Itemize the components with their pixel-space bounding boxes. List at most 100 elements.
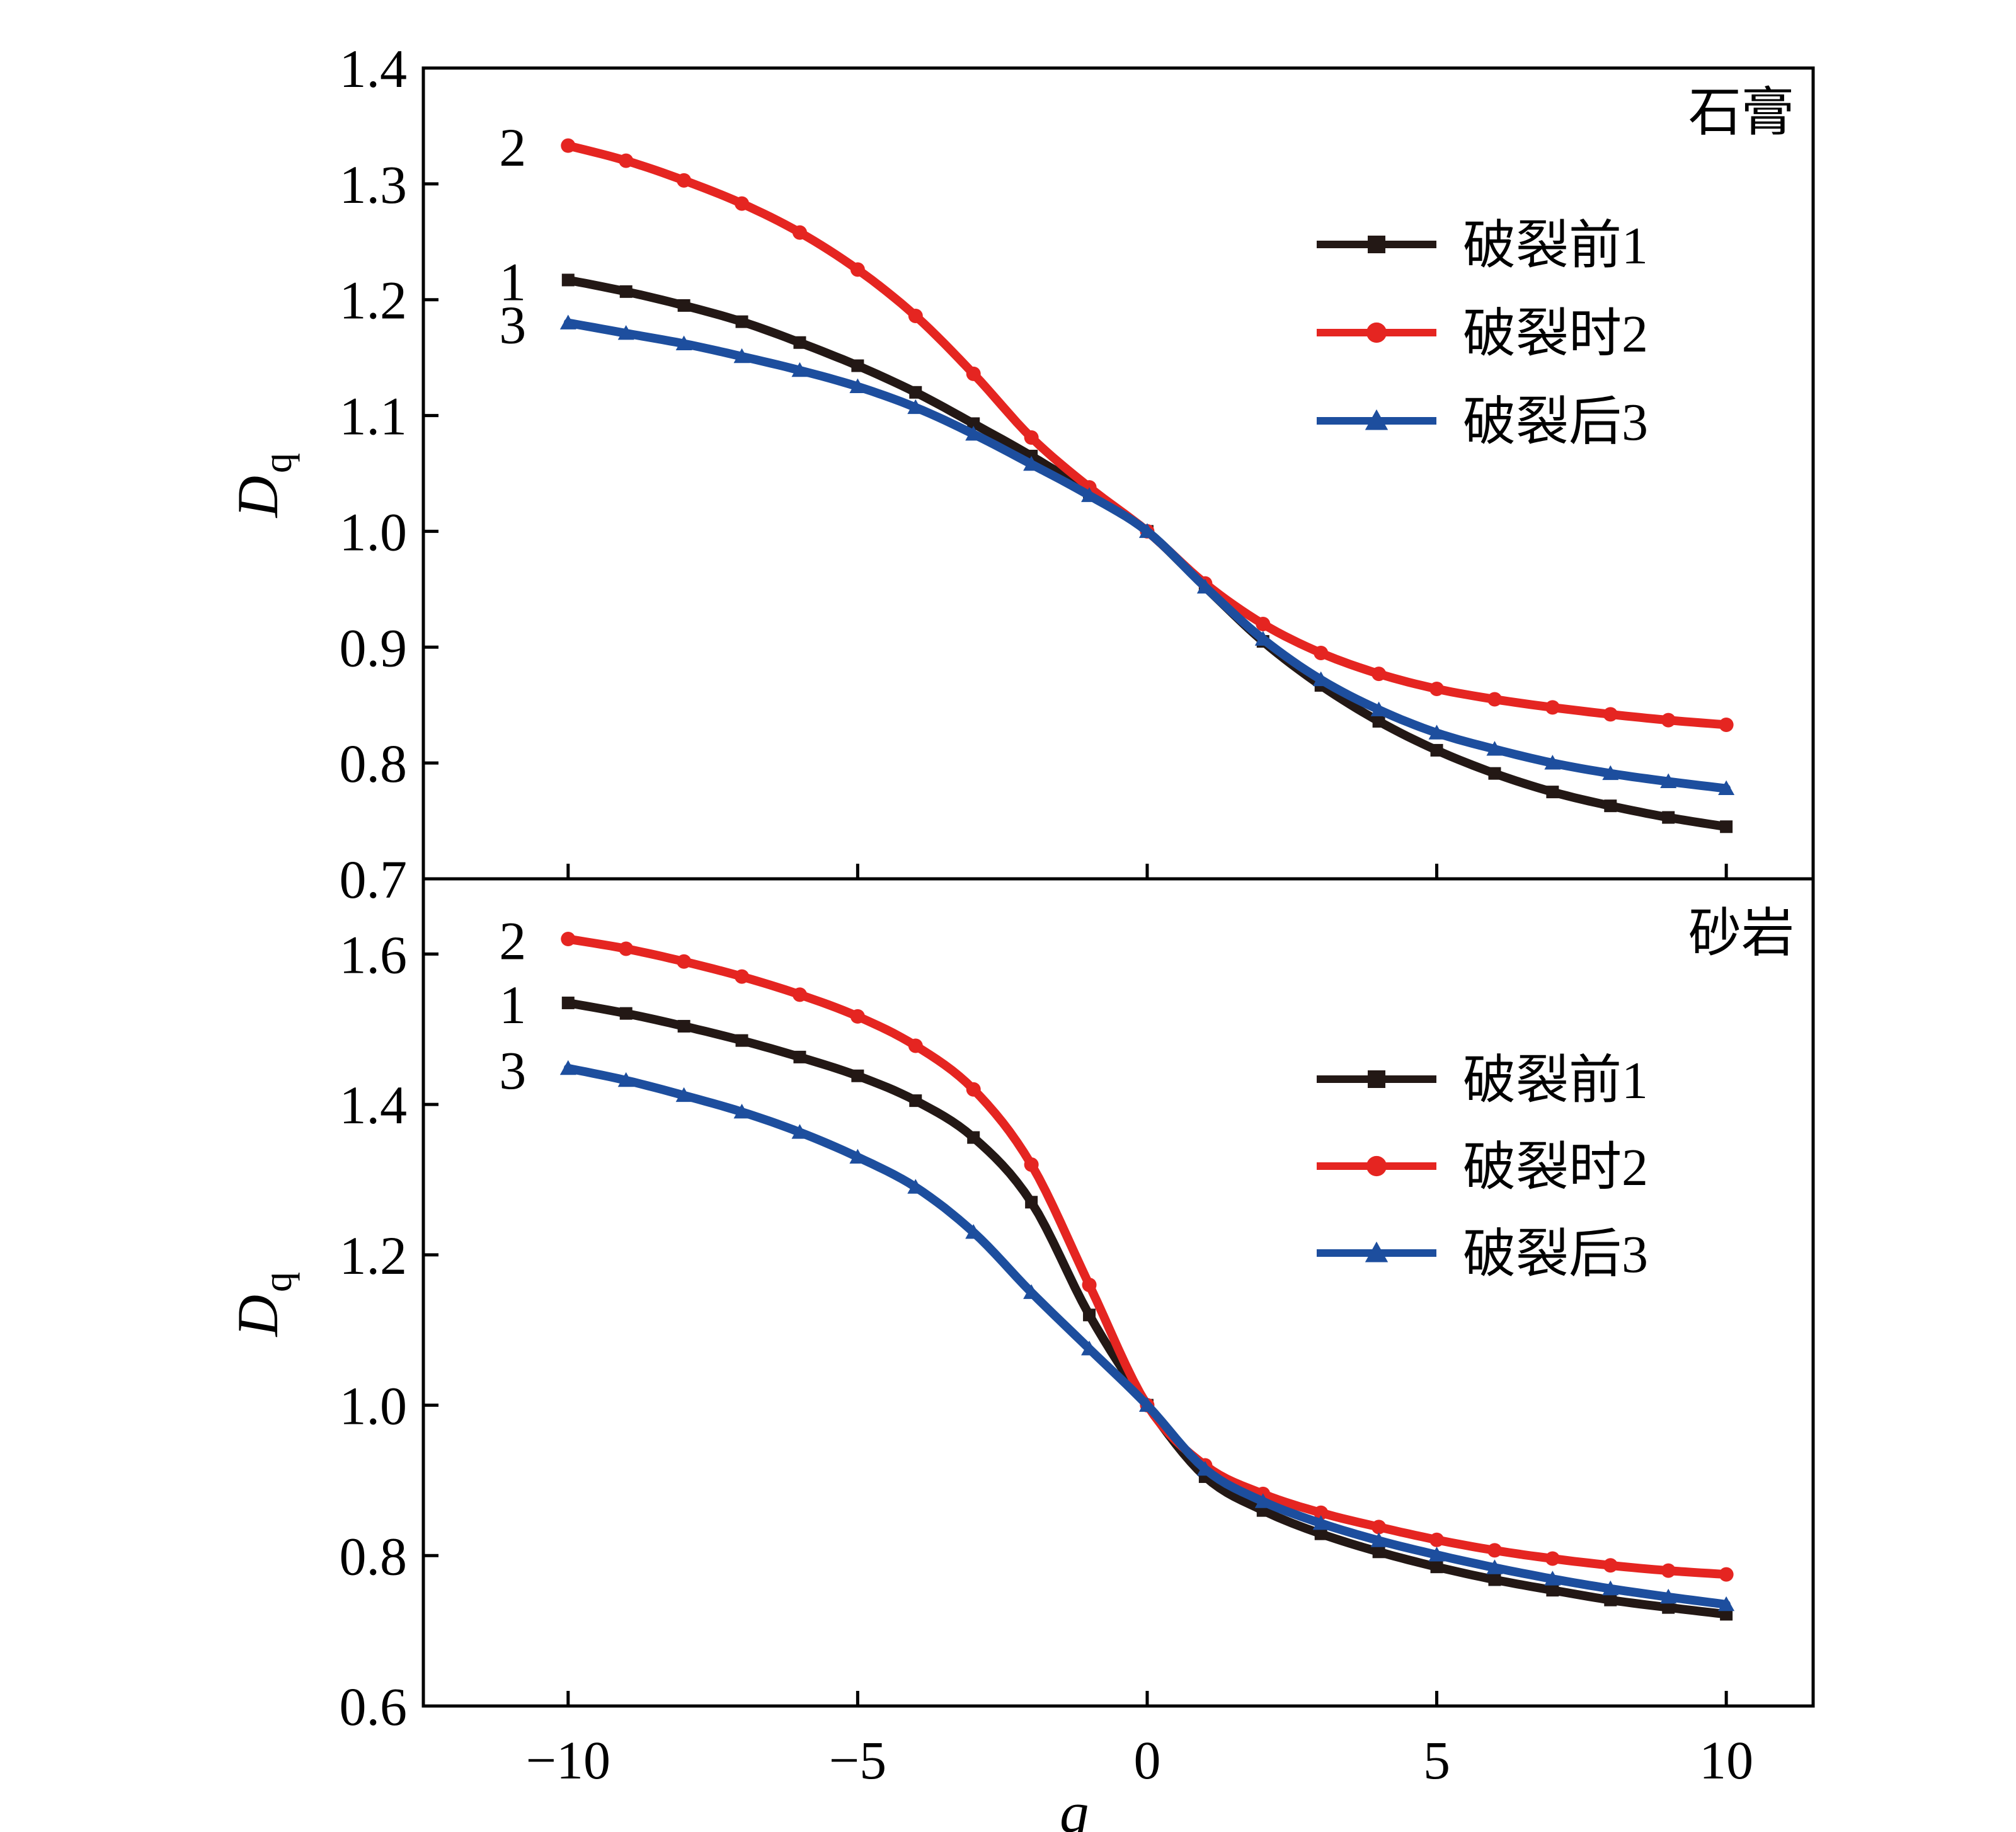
data-point — [851, 359, 864, 372]
data-point — [617, 325, 634, 340]
y-tick-label: 1.2 — [340, 270, 408, 331]
data-point — [965, 1224, 982, 1239]
data-point — [1720, 1608, 1733, 1621]
data-point — [1314, 645, 1329, 660]
curve-label: 2 — [499, 117, 526, 178]
data-point — [792, 225, 807, 240]
y-axis-title-sub: q — [255, 453, 300, 473]
data-point — [1314, 1505, 1329, 1520]
data-point — [792, 987, 807, 1002]
data-point — [1429, 681, 1445, 696]
plot-frame — [421, 877, 1815, 1708]
series-3: 3 破裂后3 — [499, 1040, 1735, 1612]
data-point — [967, 417, 980, 430]
x-tick-label: −5 — [829, 1730, 887, 1790]
y-axis-title: Dq — [226, 1272, 300, 1337]
series-3: 3 破裂后3 — [499, 294, 1735, 795]
data-point — [735, 315, 748, 328]
data-point — [1430, 743, 1443, 757]
y-tick-label: 1.2 — [340, 1225, 408, 1286]
data-point — [1486, 741, 1503, 756]
data-point — [1719, 1567, 1734, 1582]
data-point — [909, 386, 922, 399]
curve-label: 3 — [499, 1040, 526, 1101]
data-point — [561, 138, 576, 153]
data-point — [559, 314, 576, 329]
data-point — [1081, 1341, 1098, 1356]
data-point — [1544, 755, 1561, 770]
data-point — [677, 173, 692, 188]
data-point — [1662, 811, 1675, 824]
legend-label: 破裂时2 — [1463, 305, 1648, 364]
data-point — [1603, 1558, 1618, 1573]
data-point — [677, 1019, 690, 1033]
panel-label: 石膏 — [1688, 84, 1794, 142]
data-point — [909, 1094, 922, 1108]
data-point — [1604, 799, 1617, 813]
data-point — [1545, 700, 1560, 715]
data-point — [966, 366, 981, 381]
y-axis-title-sub: q — [255, 1272, 300, 1292]
data-point — [733, 348, 750, 364]
x-axis-title: q — [1060, 1780, 1089, 1832]
data-point — [1372, 714, 1385, 728]
data-point — [1023, 455, 1040, 471]
data-point — [1661, 1563, 1676, 1578]
data-point — [675, 335, 692, 350]
data-point — [561, 996, 575, 1009]
data-point — [1487, 1543, 1502, 1558]
y-axis-title-main: D — [226, 476, 290, 518]
data-point — [561, 273, 575, 287]
data-point — [735, 1034, 748, 1047]
data-point — [1254, 631, 1271, 646]
y-tick-label: 0.8 — [340, 1526, 408, 1586]
data-point — [849, 1148, 866, 1164]
data-point — [850, 1009, 865, 1024]
data-point — [966, 1082, 981, 1097]
legend-marker — [1366, 1155, 1387, 1177]
x-tick-label: −10 — [526, 1730, 611, 1790]
data-point — [619, 153, 634, 168]
legend-marker — [1366, 322, 1387, 343]
curve-label: 3 — [499, 294, 526, 355]
data-point — [849, 378, 866, 394]
y-tick-label: 1.4 — [340, 1075, 408, 1135]
data-point — [908, 308, 923, 323]
data-point — [1602, 1580, 1619, 1596]
data-point — [619, 941, 634, 956]
data-point — [619, 285, 633, 298]
data-point — [1430, 1560, 1443, 1574]
data-point — [1720, 820, 1733, 833]
data-point — [967, 1131, 980, 1144]
data-point — [1138, 523, 1155, 538]
data-point — [1314, 1527, 1327, 1540]
data-point — [1023, 1284, 1040, 1299]
data-point — [1024, 430, 1039, 445]
legend-label: 破裂后3 — [1463, 1225, 1648, 1284]
data-point — [1082, 1278, 1097, 1293]
data-point — [850, 262, 865, 277]
data-point — [851, 1069, 864, 1082]
plot-frame — [421, 66, 1815, 881]
curve-label: 1 — [499, 975, 526, 1035]
data-point — [965, 425, 982, 441]
data-point — [735, 196, 750, 211]
y-tick-label: 1.1 — [340, 386, 408, 447]
data-point — [1603, 707, 1618, 722]
data-point — [1138, 1397, 1155, 1412]
data-point — [1660, 1588, 1677, 1604]
data-point — [1372, 667, 1387, 682]
curve-label: 1 — [499, 251, 526, 312]
data-point — [1312, 1514, 1329, 1530]
data-point — [1372, 1545, 1385, 1559]
data-point — [1025, 1196, 1038, 1209]
curve-label: 2 — [499, 910, 526, 971]
legend-marker — [1365, 409, 1389, 430]
data-point — [561, 931, 576, 946]
data-point — [1546, 1584, 1559, 1597]
data-point — [675, 1087, 692, 1102]
data-point — [1487, 692, 1502, 707]
legend-marker — [1368, 1070, 1385, 1088]
series-1: 1 破裂前1 — [499, 975, 1733, 1621]
